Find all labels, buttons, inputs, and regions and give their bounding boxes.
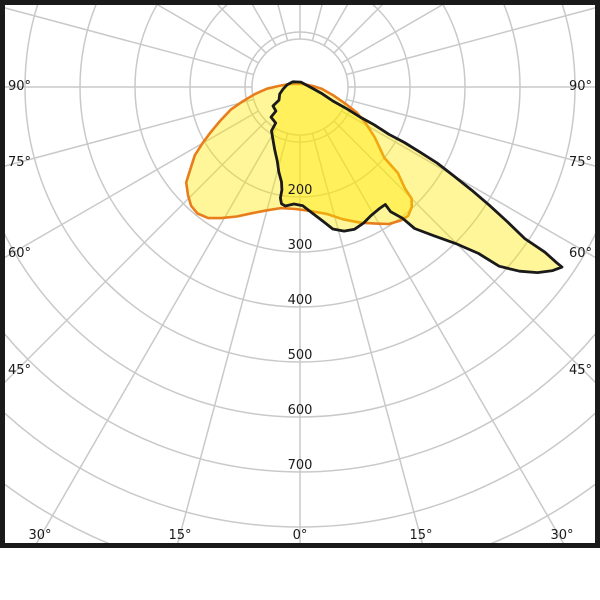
polar-grid-circle xyxy=(5,333,595,473)
angle-label-left: 75° xyxy=(8,155,31,170)
polar-grid-circle xyxy=(244,31,356,143)
polar-grid-spoke xyxy=(5,120,267,384)
polar-grid-spoke xyxy=(333,120,595,384)
curve-c90-c270 xyxy=(269,80,564,274)
plot-frame xyxy=(0,0,600,548)
polar-grid-circle xyxy=(5,412,595,528)
polar-grid-spoke xyxy=(156,5,259,64)
polar-grid-spoke xyxy=(341,5,444,64)
radial-tick-label: 300 xyxy=(288,238,313,253)
angle-label-bottom: 15° xyxy=(168,528,191,543)
polar-grid-circle xyxy=(5,233,595,418)
polar-grid-spoke xyxy=(5,98,254,167)
polar-grid-circle xyxy=(189,5,411,198)
angle-label-right: 75° xyxy=(569,155,592,170)
angle-label-right: 45° xyxy=(569,363,592,378)
radial-tick-label: 600 xyxy=(288,403,313,418)
radial-tick-label: 400 xyxy=(288,293,313,308)
curve-c0-c180 xyxy=(184,82,414,226)
polar-grid-spoke xyxy=(346,7,595,76)
polar-grid-spoke xyxy=(5,110,259,259)
angle-label-bottom: 0° xyxy=(293,528,308,543)
polar-grid-spoke xyxy=(251,5,277,46)
angle-label-right: 60° xyxy=(569,246,592,261)
polar-grid-spoke xyxy=(323,128,566,545)
polar-grid-spoke xyxy=(311,133,424,545)
angle-label-bottom: 30° xyxy=(550,528,573,543)
radial-tick-label: 700 xyxy=(288,458,313,473)
angle-label-left: 45° xyxy=(8,363,31,378)
polar-grid-circle xyxy=(24,5,576,363)
polar-grid-spoke xyxy=(176,133,289,545)
polar-grid-spoke xyxy=(311,5,323,41)
angle-label-bottom: 30° xyxy=(28,528,51,543)
angle-label-left: 90° xyxy=(8,79,31,94)
radial-tick-label: 200 xyxy=(288,183,313,198)
polar-grid-spoke xyxy=(323,5,349,46)
polar-grid-circle xyxy=(79,5,521,308)
polar-grid-spoke xyxy=(277,5,289,41)
polar-grid-spoke xyxy=(5,7,254,76)
polar-grid-spoke xyxy=(346,98,595,167)
polar-grid-circle xyxy=(134,5,466,253)
chart-footer: cd/klm η = 100 % C0/C180 C90/C270 xyxy=(0,548,600,600)
polar-grid-spoke xyxy=(34,128,277,545)
angle-label-right: 90° xyxy=(569,79,592,94)
radial-tick-label: 500 xyxy=(288,348,313,363)
angle-label-left: 60° xyxy=(8,246,31,261)
angle-label-bottom: 15° xyxy=(409,528,432,543)
